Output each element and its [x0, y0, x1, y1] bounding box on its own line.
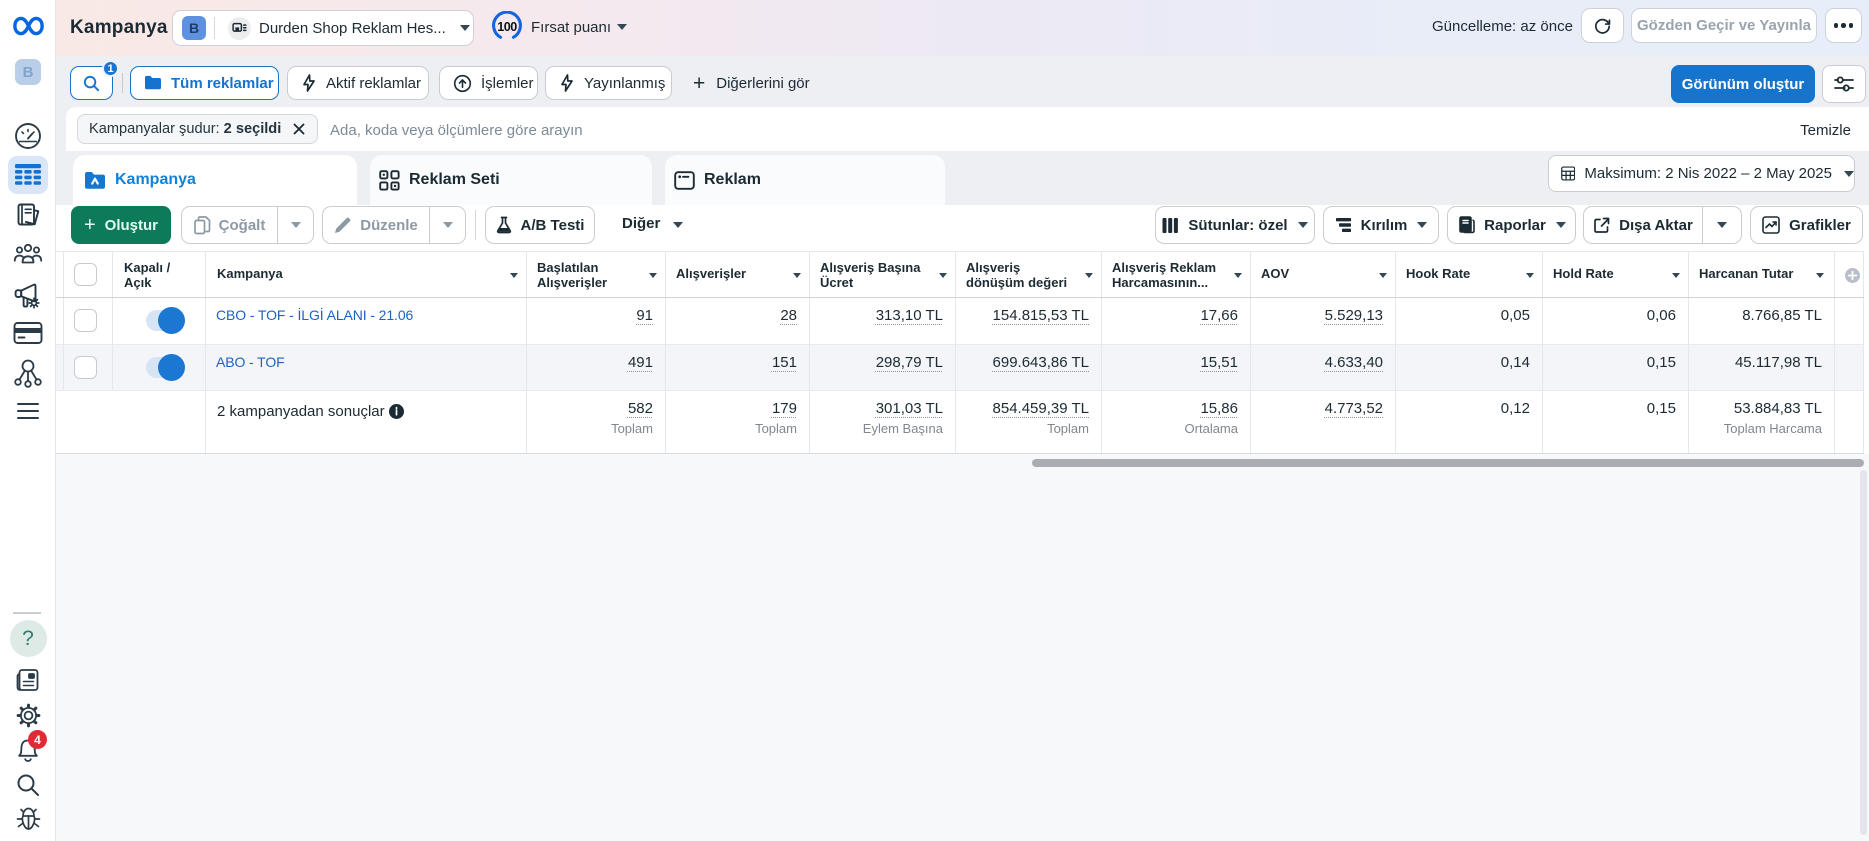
svg-text:100: 100 — [497, 20, 517, 34]
